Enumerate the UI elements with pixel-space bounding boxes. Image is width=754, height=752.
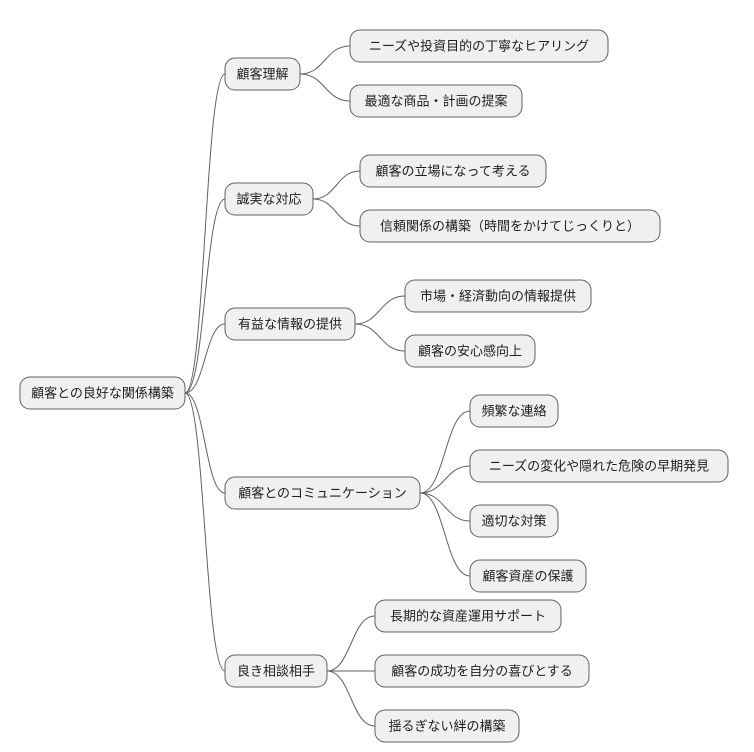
node-b4: 顧客とのコミュニケーション xyxy=(225,477,420,509)
edge xyxy=(355,324,405,351)
node-label: 有益な情報の提供 xyxy=(238,316,342,331)
node-label: 良き相談相手 xyxy=(237,663,315,678)
edge xyxy=(185,74,225,393)
edge xyxy=(327,671,375,726)
mindmap-canvas: 顧客との良好な関係構築 顧客理解誠実な対応有益な情報の提供顧客とのコミュニケーショ… xyxy=(0,0,754,752)
node-b5: 良き相談相手 xyxy=(225,655,327,687)
node-c53: 揺るぎない絆の構築 xyxy=(375,710,519,742)
node-b3: 有益な情報の提供 xyxy=(225,308,355,340)
node-label: 顧客の安心感向上 xyxy=(418,343,522,358)
node-c12: 最適な商品・計画の提案 xyxy=(350,85,522,117)
node-c51: 長期的な資産運用サポート xyxy=(375,600,561,632)
node-label: 顧客資産の保護 xyxy=(482,568,573,583)
edge xyxy=(420,493,470,576)
node-c32: 顧客の安心感向上 xyxy=(405,335,535,367)
node-label: 長期的な資産運用サポート xyxy=(390,608,546,623)
edge xyxy=(300,46,350,74)
node-b2: 誠実な対応 xyxy=(225,183,313,215)
node-c11: ニーズや投資目的の丁寧なヒアリング xyxy=(350,30,608,62)
node-c31: 市場・経済動向の情報提供 xyxy=(405,280,591,312)
edge xyxy=(313,199,360,226)
node-c22: 信頼関係の構築（時間をかけてじっくりと） xyxy=(360,210,660,242)
edge xyxy=(420,411,470,493)
node-label: 市場・経済動向の情報提供 xyxy=(420,288,576,303)
node-label: 誠実な対応 xyxy=(236,191,301,206)
node-label: 信頼関係の構築（時間をかけてじっくりと） xyxy=(380,218,640,233)
edge xyxy=(185,393,225,493)
node-label: ニーズの変化や隠れた危険の早期発見 xyxy=(489,458,709,473)
node-label: ニーズや投資目的の丁寧なヒアリング xyxy=(369,38,589,53)
node-c43: 適切な対策 xyxy=(470,505,558,537)
node-label: 頻繁な連絡 xyxy=(481,403,546,418)
node-c21: 顧客の立場になって考える xyxy=(360,155,546,187)
edge xyxy=(327,616,375,671)
node-c44: 顧客資産の保護 xyxy=(470,560,586,592)
node-label: 顧客との良好な関係構築 xyxy=(31,385,174,400)
edge xyxy=(313,171,360,199)
node-label: 顧客とのコミュニケーション xyxy=(238,485,407,500)
node-label: 適切な対策 xyxy=(481,513,546,528)
node-label: 顧客理解 xyxy=(236,66,288,81)
edge xyxy=(355,296,405,324)
node-b1: 顧客理解 xyxy=(225,58,300,90)
node-root: 顧客との良好な関係構築 xyxy=(20,377,185,409)
node-c41: 頻繁な連絡 xyxy=(470,395,558,427)
node-label: 顧客の成功を自分の喜びとする xyxy=(391,663,573,678)
edge xyxy=(300,74,350,101)
edge xyxy=(420,466,470,493)
node-label: 顧客の立場になって考える xyxy=(376,163,531,178)
node-c52: 顧客の成功を自分の喜びとする xyxy=(375,655,589,687)
node-c42: ニーズの変化や隠れた危険の早期発見 xyxy=(470,450,728,482)
node-label: 揺るぎない絆の構築 xyxy=(388,718,505,733)
node-label: 最適な商品・計画の提案 xyxy=(364,93,507,108)
nodes-group: 顧客との良好な関係構築 顧客理解誠実な対応有益な情報の提供顧客とのコミュニケーショ… xyxy=(20,30,728,742)
edge xyxy=(185,393,225,671)
edge xyxy=(420,493,470,521)
